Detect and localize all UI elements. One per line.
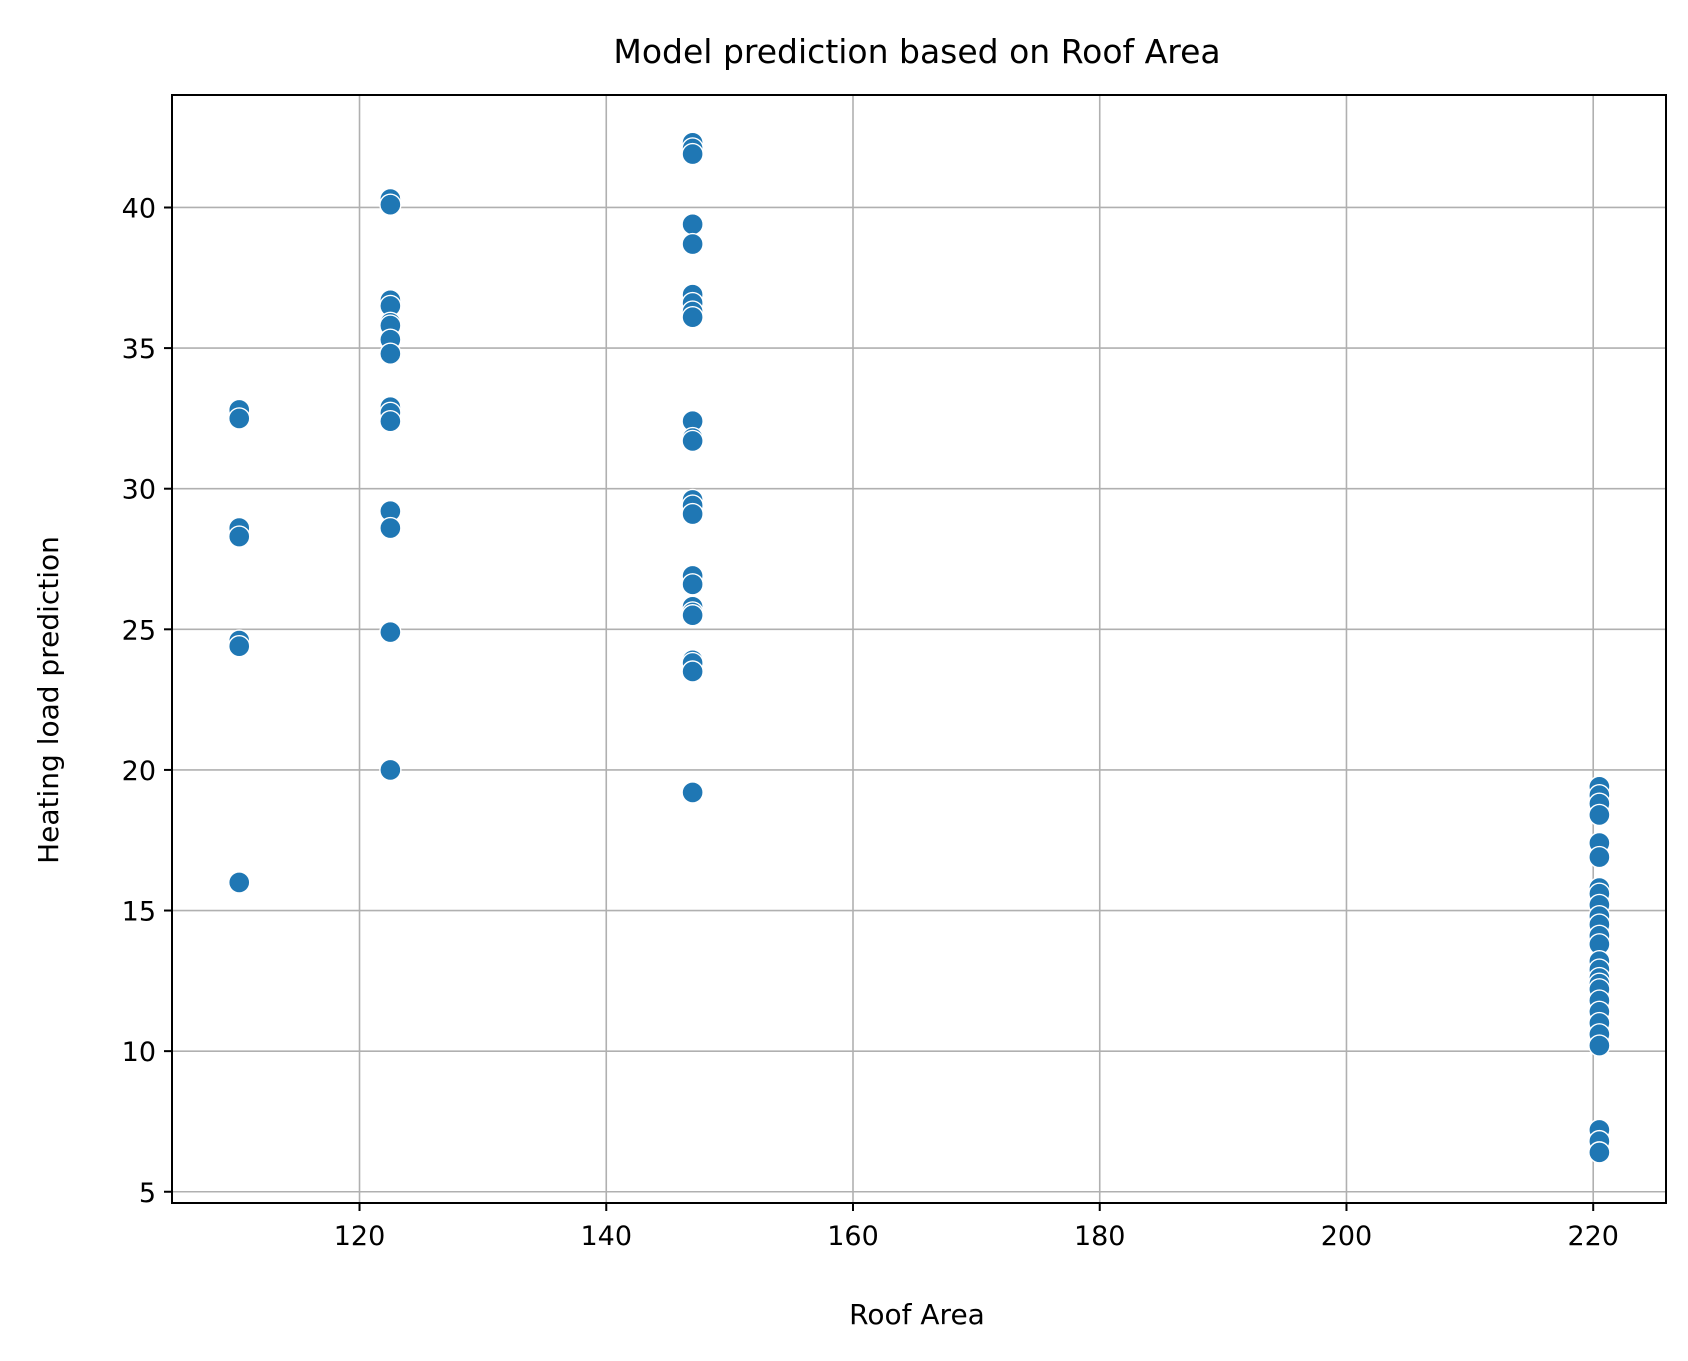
- data-point: [681, 660, 704, 683]
- y-tick-label: 20: [122, 756, 156, 787]
- data-point: [379, 193, 402, 216]
- data-point: [379, 620, 402, 644]
- data-point: [228, 407, 251, 430]
- x-tick-label: 200: [1321, 1221, 1373, 1252]
- data-point: [1588, 1141, 1611, 1164]
- data-point: [681, 502, 704, 526]
- y-tick-label: 30: [122, 475, 156, 506]
- data-point: [379, 516, 402, 540]
- gridlines: [172, 95, 1666, 1203]
- x-axis-label: Roof Area: [849, 1298, 985, 1331]
- y-tick-label: 25: [122, 615, 156, 646]
- data-point: [379, 758, 402, 782]
- data-point: [681, 142, 704, 166]
- data-point: [1588, 803, 1611, 827]
- x-tick-label: 160: [827, 1221, 879, 1252]
- x-tick-label: 120: [334, 1221, 386, 1252]
- data-point: [1588, 1034, 1611, 1057]
- y-axis-label: Heating load prediction: [32, 536, 65, 864]
- data-point: [228, 871, 251, 894]
- y-tick-label: 15: [122, 897, 156, 928]
- x-tick-label: 140: [580, 1221, 632, 1252]
- y-tick-label: 5: [139, 1178, 156, 1209]
- data-point: [681, 305, 704, 329]
- data-point: [681, 573, 704, 596]
- y-axis-ticks: 5 10 15 20 25 30 35 40: [122, 193, 172, 1209]
- data-point: [681, 429, 704, 453]
- x-tick-label: 220: [1567, 1221, 1619, 1252]
- chart-title: Model prediction based on Roof Area: [613, 32, 1220, 71]
- data-points: [228, 131, 1611, 1164]
- y-tick-label: 10: [122, 1037, 156, 1068]
- y-tick-label: 35: [122, 334, 156, 365]
- y-tick-label: 40: [122, 193, 156, 224]
- plot-frame: [171, 94, 1667, 1204]
- x-axis-ticks: 120 140 160 180 200 220: [334, 1203, 1619, 1252]
- data-point: [681, 232, 704, 256]
- data-point: [681, 604, 704, 627]
- data-point: [379, 410, 402, 433]
- data-point: [681, 781, 704, 804]
- data-point: [228, 634, 251, 658]
- data-point: [681, 213, 704, 236]
- x-tick-label: 180: [1074, 1221, 1126, 1252]
- data-point: [1588, 845, 1611, 869]
- data-point: [228, 525, 251, 548]
- data-point: [379, 342, 402, 365]
